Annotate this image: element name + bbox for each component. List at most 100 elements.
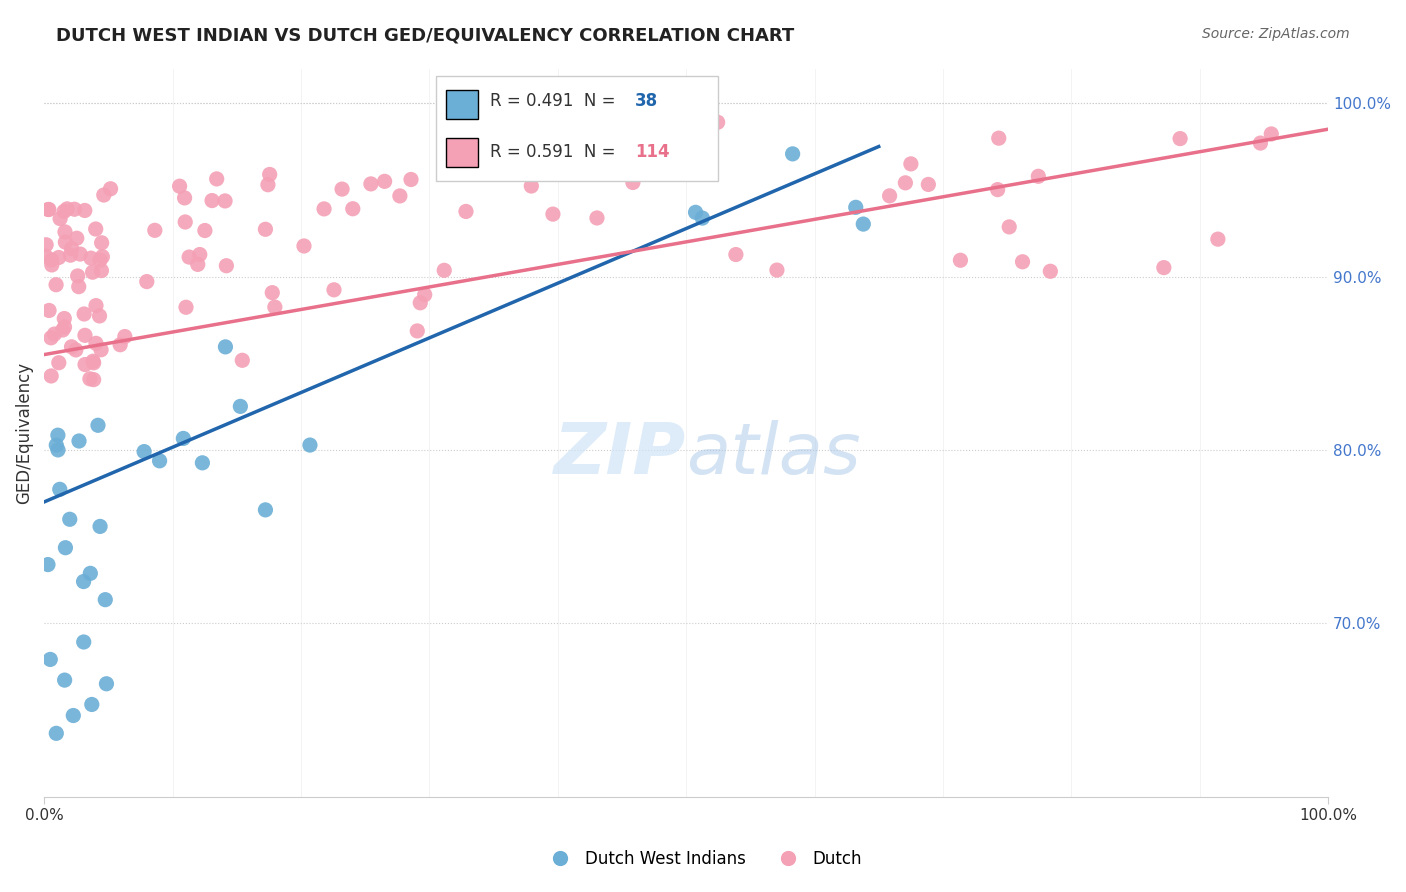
Point — [59, 512, 82, 526]
Point — [879, 189, 901, 203]
Point — [454, 204, 477, 219]
Point — [60, 340, 83, 354]
Point — [254, 222, 277, 236]
Point — [998, 219, 1021, 234]
Point — [39, 652, 62, 666]
Point — [90, 343, 112, 357]
Point — [90, 235, 112, 250]
Point — [53, 673, 76, 687]
Point — [259, 168, 281, 182]
Point — [1249, 136, 1271, 150]
Point — [292, 239, 315, 253]
Point — [65, 343, 87, 357]
Point — [179, 250, 201, 264]
Point — [194, 223, 217, 237]
Point — [1260, 127, 1282, 141]
Point — [73, 307, 96, 321]
Point — [60, 242, 83, 256]
Point — [38, 303, 60, 318]
Point — [949, 253, 972, 268]
Point — [575, 167, 598, 181]
Point — [84, 336, 107, 351]
Text: ZIP: ZIP — [554, 420, 686, 489]
Point — [39, 368, 62, 383]
Point — [323, 283, 346, 297]
Point — [900, 157, 922, 171]
Point — [360, 177, 382, 191]
Point — [37, 558, 59, 572]
Point — [73, 328, 96, 343]
Point — [80, 251, 103, 265]
Point — [79, 372, 101, 386]
Point — [80, 698, 103, 712]
Point — [214, 194, 236, 208]
Point — [173, 191, 195, 205]
Point — [53, 320, 76, 334]
Point — [409, 295, 432, 310]
Point — [439, 148, 461, 162]
Point — [83, 373, 105, 387]
Point — [987, 131, 1010, 145]
Point — [229, 400, 252, 414]
Point — [330, 182, 353, 196]
Point — [188, 247, 211, 261]
Point — [63, 202, 86, 217]
Point — [169, 179, 191, 194]
Point — [62, 708, 84, 723]
Point — [263, 300, 285, 314]
Point — [135, 275, 157, 289]
Point — [35, 237, 58, 252]
Point — [214, 340, 236, 354]
Point — [66, 268, 89, 283]
Point — [134, 444, 156, 458]
Point — [706, 115, 728, 129]
Point — [67, 279, 90, 293]
Point — [215, 259, 238, 273]
Point — [257, 178, 280, 192]
Point — [231, 353, 253, 368]
Point — [41, 252, 63, 267]
Point — [73, 203, 96, 218]
Point — [84, 222, 107, 236]
Point — [149, 454, 172, 468]
Point — [650, 161, 672, 176]
Point — [45, 438, 67, 452]
Point — [174, 300, 197, 314]
Point — [205, 172, 228, 186]
Point — [53, 225, 76, 239]
Point — [72, 574, 94, 589]
Point — [1039, 264, 1062, 278]
Point — [73, 358, 96, 372]
Point — [69, 247, 91, 261]
Point — [298, 438, 321, 452]
FancyBboxPatch shape — [446, 90, 478, 120]
Point — [37, 202, 59, 217]
Point — [1168, 131, 1191, 145]
Point — [312, 202, 335, 216]
Point — [406, 324, 429, 338]
Point — [413, 287, 436, 301]
Point — [845, 200, 868, 214]
FancyBboxPatch shape — [446, 137, 478, 167]
Point — [917, 178, 939, 192]
Point — [89, 253, 111, 268]
Point — [495, 132, 517, 146]
Point — [83, 356, 105, 370]
Point — [555, 156, 578, 170]
Point — [782, 146, 804, 161]
Text: 38: 38 — [634, 92, 658, 111]
Point — [852, 217, 875, 231]
Point — [342, 202, 364, 216]
Point — [724, 247, 747, 261]
Point — [1206, 232, 1229, 246]
Text: Source: ZipAtlas.com: Source: ZipAtlas.com — [1202, 27, 1350, 41]
Point — [67, 434, 90, 448]
Point — [636, 159, 658, 173]
Point — [89, 519, 111, 533]
Point — [114, 329, 136, 343]
Point — [541, 207, 564, 221]
Point — [766, 263, 789, 277]
Point — [174, 215, 197, 229]
Text: 114: 114 — [634, 144, 669, 161]
Point — [463, 154, 485, 169]
